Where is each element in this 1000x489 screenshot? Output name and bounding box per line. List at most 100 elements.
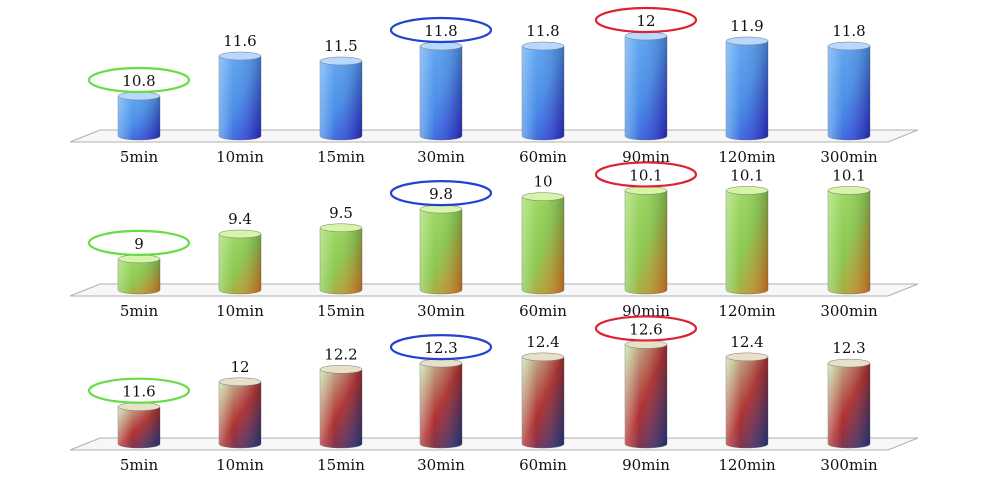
bar-top	[218, 377, 262, 387]
bar-60min	[521, 352, 565, 449]
bar-top	[725, 186, 769, 195]
bar-top	[827, 358, 871, 368]
highlight-ellipse	[389, 180, 493, 207]
floor-plane	[69, 437, 919, 451]
bar-shade	[625, 190, 667, 294]
tick-label: 30min	[417, 148, 465, 166]
data-label: 9.8	[429, 185, 453, 203]
bar-15min	[319, 223, 363, 295]
bar-top	[521, 352, 565, 362]
bar-shade	[828, 190, 870, 294]
data-label: 10.8	[122, 72, 155, 90]
tick-label: 300min	[820, 148, 878, 166]
tick-label: 90min	[622, 302, 670, 320]
data-label: 12.3	[424, 339, 457, 357]
bar-10min	[218, 377, 262, 449]
highlight-ellipse	[389, 334, 493, 361]
bar-top	[624, 186, 668, 195]
highlight-ellipse	[594, 6, 698, 34]
tick-label: 15min	[317, 148, 365, 166]
data-label: 11.8	[832, 22, 865, 40]
bar-10min	[218, 51, 262, 141]
tick-label: 5min	[120, 302, 159, 320]
bar-shade	[219, 234, 261, 294]
bar-60min	[521, 41, 565, 141]
data-label: 10.1	[832, 166, 865, 184]
bar-shade	[522, 46, 564, 140]
tick-label: 60min	[519, 456, 567, 474]
data-label: 12.4	[730, 333, 763, 351]
tick-label: 60min	[519, 148, 567, 166]
bar-30min	[419, 41, 463, 141]
bar-top	[117, 91, 161, 101]
bar-300min	[827, 41, 871, 141]
bar-top	[419, 204, 463, 214]
bar-30min	[419, 358, 463, 449]
bar-120min	[725, 352, 769, 449]
tick-label: 5min	[120, 456, 159, 474]
tick-label: 10min	[216, 302, 264, 320]
bar-15min	[319, 56, 363, 141]
bar-shade	[219, 56, 261, 140]
bar-shade	[320, 61, 362, 140]
tick-label: 300min	[820, 302, 878, 320]
data-label: 11.6	[122, 383, 155, 401]
bar-shade	[219, 381, 261, 448]
data-label: 10.1	[730, 166, 763, 184]
data-label: 12.2	[324, 345, 357, 363]
tick-label: 5min	[120, 148, 159, 166]
bar-shade	[625, 344, 667, 448]
highlight-ellipse	[87, 66, 191, 94]
tick-label: 120min	[718, 148, 776, 166]
data-label: 11.8	[424, 22, 457, 40]
data-label: 12	[636, 12, 655, 30]
bar-90min	[624, 340, 668, 449]
bar-shade	[726, 190, 768, 294]
bar-top	[319, 56, 363, 66]
tick-label: 30min	[417, 456, 465, 474]
bar-120min	[725, 36, 769, 141]
bar-chart-2: 9 5min 9.4 10min 9.5 15min 9.8 30min 10 60min 10.1…	[69, 161, 919, 320]
bar-shade	[420, 363, 462, 448]
bar-shade	[726, 356, 768, 448]
data-label: 11.6	[223, 32, 256, 50]
data-label: 9.5	[329, 204, 353, 222]
data-label: 10.1	[629, 166, 662, 184]
bar-top	[319, 365, 363, 374]
tick-label: 120min	[718, 302, 776, 320]
data-label: 9.4	[228, 210, 252, 228]
bar-top	[827, 41, 871, 51]
bar-300min	[827, 186, 871, 295]
bar-shade	[420, 209, 462, 294]
bar-top	[218, 51, 262, 61]
bar-5min	[117, 254, 161, 295]
bar-top	[521, 192, 565, 201]
bar-shade	[320, 369, 362, 448]
highlight-ellipse	[87, 377, 191, 404]
data-label: 11.5	[324, 37, 357, 55]
bar-90min	[624, 186, 668, 295]
data-label: 11.8	[526, 22, 559, 40]
bar-shade	[625, 36, 667, 140]
tick-label: 30min	[417, 302, 465, 320]
bar-top	[725, 352, 769, 362]
tick-label: 10min	[216, 456, 264, 474]
bar-top	[218, 229, 262, 239]
data-label: 11.9	[730, 17, 763, 35]
data-label: 12.4	[526, 333, 559, 351]
data-label: 12.3	[832, 339, 865, 357]
bar-chart-3: 11.6 5min 12 10min 12.2 15min 12.3 30min 12.4 60m…	[69, 315, 919, 474]
tick-label: 90min	[622, 148, 670, 166]
bar-shade	[118, 96, 160, 140]
tick-label: 90min	[622, 456, 670, 474]
bar-chart-1: 10.8 5min 11.6 10min 11.5 15min 11.8 30min 11.8 6…	[69, 6, 919, 166]
bar-shade	[118, 258, 160, 294]
highlight-ellipse	[594, 161, 698, 188]
bar-shade	[522, 196, 564, 294]
highlight-ellipse	[389, 16, 493, 44]
bar-shade	[522, 356, 564, 448]
bar-shade	[118, 406, 160, 448]
bar-5min	[117, 402, 161, 449]
highlight-ellipse	[594, 315, 698, 342]
data-label: 12	[230, 358, 249, 376]
